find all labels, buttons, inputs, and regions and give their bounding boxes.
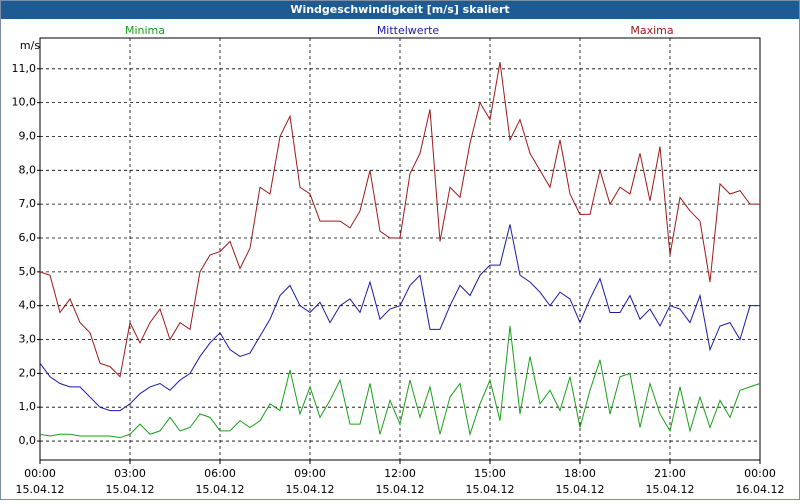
- x-tick-date: 15.04.12: [196, 483, 245, 496]
- y-tick-label: 1,0: [19, 400, 37, 413]
- x-tick-date: 15.04.12: [16, 483, 65, 496]
- x-tick-date: 15.04.12: [556, 483, 605, 496]
- x-tick-date: 15.04.12: [286, 483, 335, 496]
- x-tick-label: 00:00: [24, 467, 56, 480]
- x-tick-label: 00:00: [744, 467, 776, 480]
- x-tick-label: 09:00: [294, 467, 326, 480]
- y-tick-label: 9,0: [19, 129, 37, 142]
- legend-entry: Maxima: [630, 24, 673, 37]
- x-tick-date: 16.04.12: [736, 483, 785, 496]
- x-tick-label: 12:00: [384, 467, 416, 480]
- x-tick-label: 03:00: [114, 467, 146, 480]
- x-tick-date: 15.04.12: [376, 483, 425, 496]
- y-axis-label: m/s: [20, 39, 40, 52]
- y-tick-label: 8,0: [19, 163, 37, 176]
- x-tick-date: 15.04.12: [466, 483, 515, 496]
- series-line: [39, 61, 760, 378]
- y-tick-label: 7,0: [19, 197, 37, 210]
- x-tick-label: 21:00: [654, 467, 686, 480]
- legend-entry: Minima: [125, 24, 165, 37]
- x-tick-label: 15:00: [474, 467, 506, 480]
- y-tick-label: 5,0: [19, 265, 37, 278]
- x-tick-label: 18:00: [564, 467, 596, 480]
- series-line: [39, 224, 760, 412]
- chart-title: Windgeschwindigkeit [m/s] skaliert: [290, 3, 509, 16]
- series-line: [39, 325, 761, 439]
- y-tick-label: 0,0: [19, 434, 37, 447]
- y-tick-label: 10,0: [12, 96, 37, 109]
- title-bar: [1, 1, 799, 19]
- y-tick-label: 2,0: [19, 366, 37, 379]
- y-tick-label: 3,0: [19, 333, 37, 346]
- x-tick-date: 15.04.12: [106, 483, 155, 496]
- y-tick-label: 4,0: [19, 299, 37, 312]
- x-tick-date: 15.04.12: [646, 483, 695, 496]
- y-tick-label: 6,0: [19, 231, 37, 244]
- y-tick-label: 11,0: [12, 62, 37, 75]
- legend-entry: Mittelwerte: [377, 24, 440, 37]
- x-tick-label: 06:00: [204, 467, 236, 480]
